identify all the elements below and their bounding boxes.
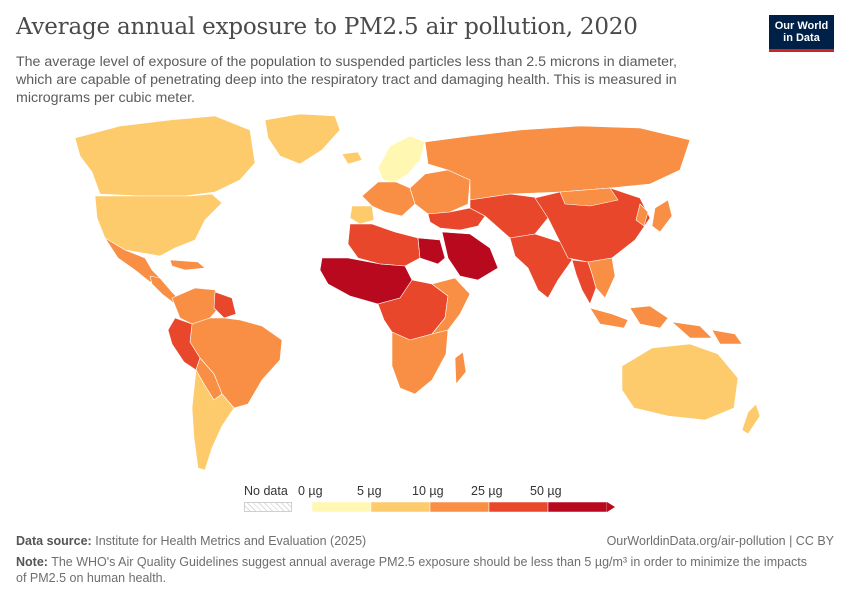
world-map xyxy=(0,108,850,480)
region-myanmar-thailand[interactable] xyxy=(571,259,597,305)
legend-swatch-2[interactable] xyxy=(429,501,490,513)
region-greenland[interactable] xyxy=(264,113,341,165)
region-indonesia[interactable] xyxy=(589,305,713,339)
map-legend: No data 0 µg 5 µg 10 µg 25 µg 50 µg xyxy=(0,482,850,518)
note-text: The WHO's Air Quality Guidelines suggest… xyxy=(16,555,807,585)
region-arabia[interactable] xyxy=(441,231,499,281)
region-korea-japan[interactable] xyxy=(635,199,673,233)
legend-swatch-4[interactable] xyxy=(547,501,608,513)
legend-bin-label-4: 50 µg xyxy=(530,484,562,498)
region-egypt[interactable] xyxy=(417,237,446,265)
data-source-text[interactable]: Institute for Health Metrics and Evaluat… xyxy=(95,534,367,548)
region-eastern-europe[interactable] xyxy=(409,169,471,215)
region-iceland[interactable] xyxy=(341,151,363,165)
legend-swatch-3[interactable] xyxy=(488,501,549,513)
region-caribbean[interactable] xyxy=(169,259,206,271)
region-colombia-venezuela[interactable] xyxy=(171,287,223,325)
region-mongolia[interactable] xyxy=(559,187,619,207)
region-turkey-caucasus[interactable] xyxy=(427,207,486,231)
note-label: Note: xyxy=(16,555,48,569)
region-png[interactable] xyxy=(711,329,743,345)
data-source-label: Data source: xyxy=(16,534,92,548)
region-new-zealand[interactable] xyxy=(741,403,761,435)
region-scandinavia[interactable] xyxy=(377,135,426,183)
data-source: Data source: Institute for Health Metric… xyxy=(16,534,366,548)
legend-bin-label-1: 5 µg xyxy=(357,484,382,498)
legend-bin-label-2: 10 µg xyxy=(412,484,444,498)
logo-line-1: Our World xyxy=(774,20,829,32)
owid-logo[interactable]: Our World in Data xyxy=(769,15,834,52)
legend-bin-label-3: 25 µg xyxy=(471,484,503,498)
region-southern-africa[interactable] xyxy=(391,329,449,395)
legend-swatch-1[interactable] xyxy=(370,501,431,513)
world-map-svg xyxy=(74,113,761,471)
chart-note: Note: The WHO's Air Quality Guidelines s… xyxy=(16,554,816,586)
region-canada[interactable] xyxy=(74,115,256,197)
region-north-africa[interactable] xyxy=(347,223,421,267)
region-guyana[interactable] xyxy=(213,291,237,319)
legend-arrow-icon xyxy=(607,502,615,512)
logo-line-2: in Data xyxy=(783,32,820,44)
legend-swatch-0[interactable] xyxy=(311,501,372,513)
region-chile-argentina[interactable] xyxy=(191,369,235,471)
source-url[interactable]: OurWorldinData.org/air-pollution | CC BY xyxy=(606,534,834,548)
legend-no-data-swatch[interactable] xyxy=(244,502,292,512)
legend-bin-label-0: 0 µg xyxy=(298,484,323,498)
region-iberia[interactable] xyxy=(349,205,375,225)
region-south-asia[interactable] xyxy=(509,233,573,299)
legend-no-data-label: No data xyxy=(244,484,288,498)
chart-title: Average annual exposure to PM2.5 air pol… xyxy=(16,14,638,40)
region-australia[interactable] xyxy=(621,343,739,421)
legend-color-bar xyxy=(311,501,615,513)
chart-subtitle: The average level of exposure of the pop… xyxy=(16,54,677,106)
region-russia[interactable] xyxy=(424,125,691,201)
region-madagascar[interactable] xyxy=(454,351,467,385)
